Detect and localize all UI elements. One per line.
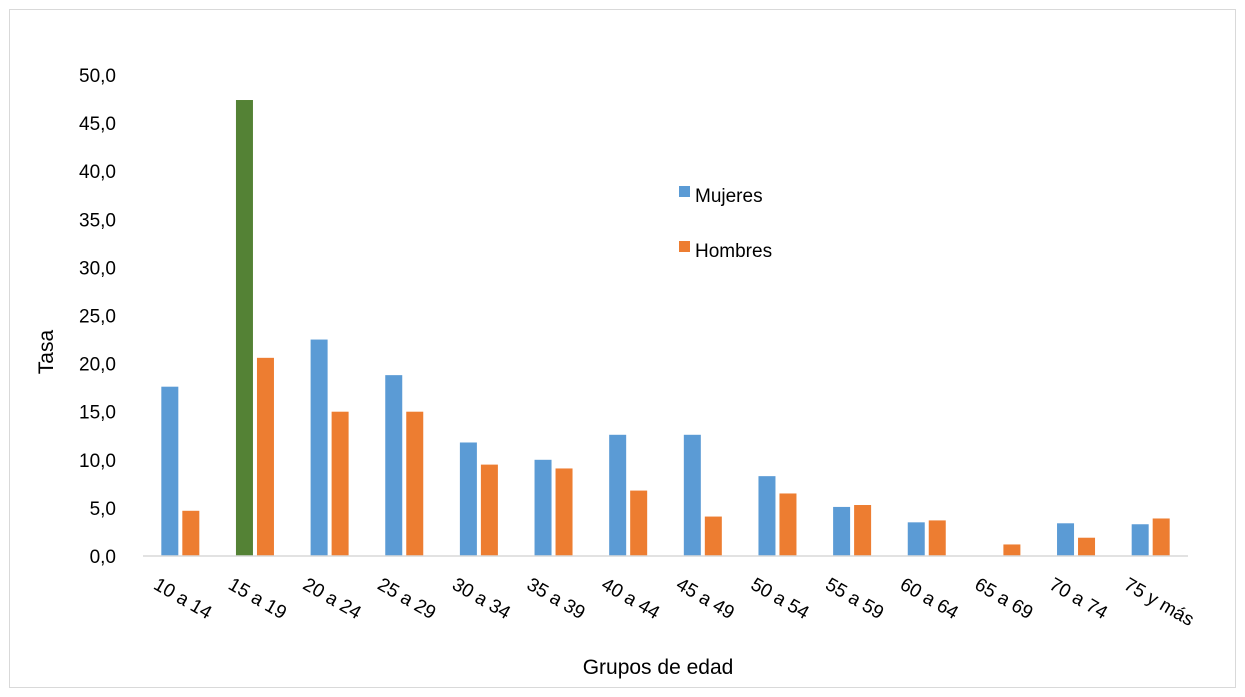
- legend-label: Mujeres: [695, 186, 763, 207]
- bar-hombres-12: [1003, 544, 1021, 556]
- bar-hombres-6: [555, 468, 573, 556]
- bar-hombres-8: [704, 516, 722, 556]
- x-tick-label: 60 a 64: [896, 574, 962, 624]
- bar-mujeres-1: [161, 386, 179, 556]
- x-tick-label: 25 a 29: [374, 574, 439, 624]
- x-tick-label: 35 a 39: [523, 574, 588, 624]
- y-tick-label: 5,0: [90, 499, 116, 520]
- legend-swatch: [679, 241, 690, 252]
- x-tick-label: 55 a 59: [822, 574, 887, 624]
- bar-hombres-14: [1152, 518, 1170, 556]
- bar-mujeres-7: [609, 434, 627, 556]
- y-axis-title: Tasa: [35, 330, 58, 375]
- x-tick-label: 10 a 14: [150, 574, 216, 624]
- legend-label: Hombres: [695, 241, 772, 262]
- chart-frame: [9, 9, 1236, 688]
- bar-hombres-10: [854, 505, 872, 556]
- x-tick-label: 50 a 54: [747, 574, 813, 624]
- bar-mujeres-13: [1057, 523, 1075, 556]
- x-tick-label: 15 a 19: [224, 574, 289, 624]
- bar-mujeres-2: [235, 100, 253, 557]
- bar-mujeres-9: [758, 476, 776, 556]
- y-axis-ticks: 0,0 5,0 10,0 15,0 20,0 25,0 30,0 35,0 40,0 45,0 50…: [79, 66, 116, 568]
- x-tick-label: 75 y más: [1120, 574, 1197, 631]
- legend-swatch: [679, 186, 690, 197]
- y-tick-label: 30,0: [79, 258, 116, 279]
- x-axis-title: Grupos de edad: [583, 656, 734, 679]
- bar-hombres-11: [928, 520, 946, 556]
- y-tick-label: 45,0: [79, 114, 116, 135]
- bar-mujeres-14: [1131, 524, 1149, 556]
- bar-mujeres-8: [683, 434, 701, 556]
- bar-hombres-5: [480, 464, 498, 556]
- y-tick-label: 10,0: [79, 451, 116, 472]
- x-tick-label: 40 a 44: [598, 574, 664, 624]
- bar-hombres-13: [1078, 537, 1096, 556]
- y-tick-label: 25,0: [79, 307, 116, 328]
- bar-mujeres-3: [310, 339, 328, 556]
- y-tick-label: 40,0: [79, 162, 116, 183]
- bar-hombres-4: [406, 411, 424, 556]
- bar-mujeres-11: [907, 522, 925, 556]
- bar-hombres-2: [256, 357, 274, 556]
- x-tick-label: 65 a 69: [971, 574, 1036, 624]
- bar-hombres-7: [630, 490, 648, 556]
- y-tick-label: 0,0: [90, 547, 116, 568]
- y-tick-label: 35,0: [79, 210, 116, 231]
- bar-mujeres-10: [833, 506, 851, 556]
- legend: Mujeres Hombres: [679, 186, 772, 262]
- bar-hombres-1: [182, 510, 200, 556]
- bar-hombres-9: [779, 493, 797, 556]
- bars: [161, 100, 1170, 557]
- y-tick-label: 15,0: [79, 403, 116, 424]
- x-axis-ticks: 10 a 14 15 a 19 20 a 24 25 a 29 30 a 34 35 a …: [150, 574, 1198, 631]
- x-tick-label: 30 a 34: [448, 574, 514, 624]
- y-tick-label: 50,0: [79, 66, 116, 87]
- bar-mujeres-5: [459, 442, 477, 556]
- x-tick-label: 70 a 74: [1046, 574, 1112, 624]
- bar-hombres-3: [331, 411, 349, 556]
- y-tick-label: 20,0: [79, 355, 116, 376]
- x-tick-label: 45 a 49: [672, 574, 737, 624]
- x-tick-label: 20 a 24: [299, 574, 365, 624]
- bar-mujeres-4: [385, 375, 403, 556]
- bar-mujeres-6: [534, 459, 552, 556]
